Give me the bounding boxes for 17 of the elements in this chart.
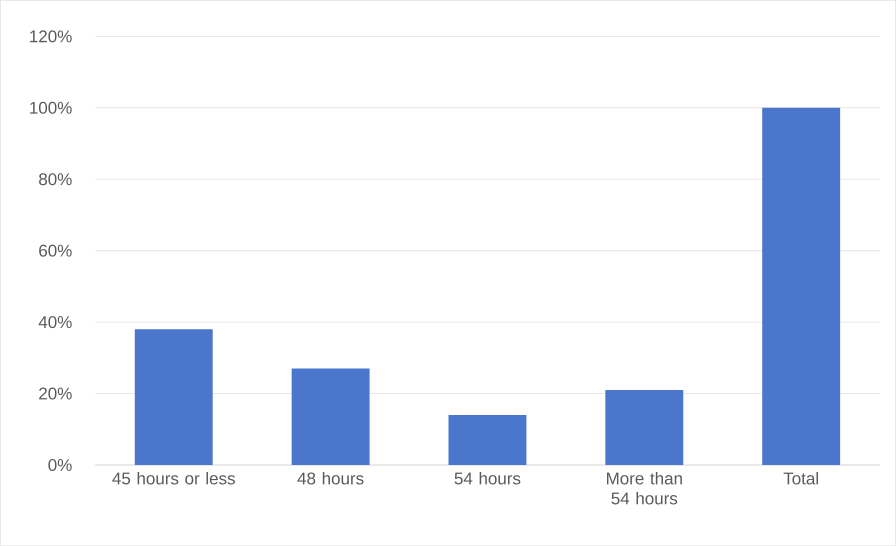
y-tick-label: 40% — [38, 316, 72, 328]
y-tick-label: 100% — [30, 102, 72, 114]
x-tick-label: 45 hours or less — [112, 472, 235, 484]
y-tick-label: 0% — [48, 458, 72, 471]
bar — [292, 368, 370, 465]
x-tick-label: More than 54 hours — [607, 472, 682, 504]
y-tick-label: 20% — [39, 387, 72, 400]
bar — [448, 414, 526, 465]
y-tick-label: 60% — [39, 244, 72, 257]
x-tick-label: 54 hours — [454, 472, 520, 484]
bar — [605, 390, 684, 465]
bar — [134, 329, 213, 465]
y-tick-label: 120% — [30, 30, 72, 42]
y-tick-label: 80% — [39, 173, 72, 186]
x-tick-label: Total — [784, 472, 818, 484]
x-tick-label: 48 hours — [297, 472, 364, 484]
bar — [762, 108, 840, 465]
